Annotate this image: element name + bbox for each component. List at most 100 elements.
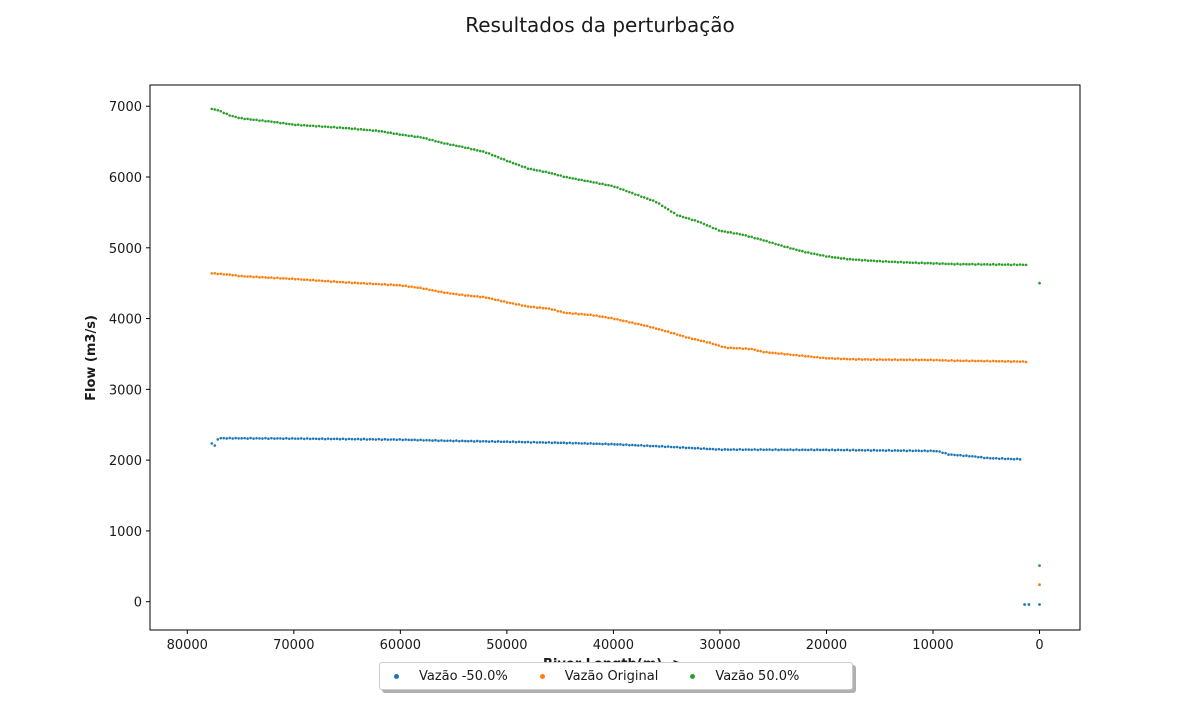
data-point	[1024, 263, 1028, 267]
data-point	[392, 438, 396, 441]
data-point	[980, 455, 983, 459]
data-point	[398, 133, 402, 136]
data-point	[440, 290, 443, 294]
data-point	[523, 304, 527, 308]
data-point	[801, 249, 804, 253]
data-point	[401, 284, 404, 288]
data-point	[526, 440, 530, 444]
data-point	[395, 283, 399, 287]
data-point	[496, 440, 500, 443]
data-point	[923, 261, 926, 265]
data-point	[839, 448, 843, 452]
data-point	[255, 118, 258, 122]
data-point	[959, 359, 962, 363]
x-tick-label: 40000	[593, 638, 634, 653]
data-point	[965, 454, 968, 457]
data-point	[723, 448, 727, 451]
data-point	[795, 353, 798, 357]
data-point	[592, 181, 595, 184]
data-point	[362, 281, 366, 285]
data-point	[795, 248, 798, 252]
data-point	[231, 114, 234, 118]
data-point	[449, 292, 452, 295]
data-point	[452, 292, 455, 296]
data-point	[458, 293, 461, 297]
data-point	[305, 437, 309, 440]
data-point	[386, 438, 390, 441]
legend-item-series-2: Vazão Original	[539, 669, 658, 684]
data-point	[774, 351, 777, 355]
data-point	[827, 448, 831, 452]
data-point	[839, 357, 843, 361]
data-point	[750, 235, 753, 239]
data-point	[282, 121, 285, 125]
data-point	[243, 436, 246, 440]
data-point	[496, 155, 500, 159]
data-point	[980, 359, 983, 363]
data-point	[607, 443, 610, 446]
data-point	[380, 438, 384, 442]
data-point	[449, 439, 452, 442]
data-point	[508, 301, 512, 305]
data-point	[765, 239, 768, 243]
data-point	[356, 281, 360, 285]
data-point	[845, 357, 849, 361]
data-point	[413, 135, 416, 138]
data-point	[481, 295, 485, 299]
data-point	[830, 255, 834, 259]
y-tick-label: 3000	[109, 383, 142, 398]
data-point	[296, 277, 300, 281]
data-point	[365, 128, 369, 132]
data-point	[887, 448, 891, 452]
data-point	[971, 359, 974, 362]
data-point	[589, 442, 592, 445]
data-point	[684, 336, 688, 339]
data-point	[228, 114, 231, 117]
data-point	[270, 436, 273, 440]
data-point	[389, 283, 393, 286]
data-point	[565, 311, 569, 315]
data-point	[282, 437, 285, 441]
data-point	[824, 448, 828, 452]
data-point	[983, 359, 986, 363]
data-point	[541, 170, 545, 174]
data-point	[440, 141, 443, 144]
data-point	[595, 442, 598, 446]
data-point	[753, 236, 756, 240]
data-point	[675, 333, 679, 336]
data-point	[1015, 360, 1019, 363]
data-point	[911, 261, 915, 265]
data-point	[469, 147, 473, 151]
data-point	[708, 224, 712, 228]
data-point	[583, 179, 586, 183]
data-point	[1003, 457, 1007, 461]
data-point	[562, 175, 566, 179]
data-point	[514, 303, 518, 306]
data-point	[732, 346, 736, 350]
data-point	[980, 263, 983, 266]
data-point	[866, 358, 870, 361]
data-point	[589, 313, 592, 316]
data-point	[443, 439, 446, 443]
data-point	[887, 260, 891, 264]
data-point	[237, 274, 240, 278]
data-point	[634, 193, 637, 196]
data-point	[374, 129, 378, 132]
data-point	[598, 182, 601, 186]
data-point	[833, 357, 837, 361]
data-point	[908, 449, 912, 452]
data-point	[684, 446, 688, 450]
data-point	[288, 122, 291, 126]
data-point	[1018, 263, 1022, 266]
data-point	[645, 444, 649, 447]
data-point	[338, 126, 342, 129]
data-point	[216, 438, 220, 441]
data-point	[902, 358, 906, 362]
data-point	[821, 448, 825, 452]
data-point	[446, 142, 449, 145]
data-point	[872, 259, 876, 263]
data-point	[720, 448, 724, 452]
chart-title: Resultados da perturbação	[465, 13, 734, 37]
data-point	[860, 448, 864, 452]
data-point	[225, 437, 228, 440]
